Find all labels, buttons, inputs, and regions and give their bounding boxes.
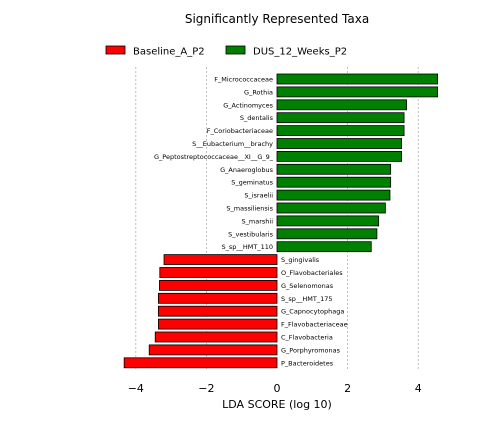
bar-f-coriobacteriaceae — [276, 125, 405, 136]
bar-label: S_massiliensis — [226, 205, 273, 213]
bar-label: S_israelii — [244, 192, 273, 200]
bar-label: S_sp__HMT_175 — [281, 295, 333, 303]
legend: Baseline_A_P2 DUS_12_Weeks_P2 — [105, 45, 347, 58]
bar-label: G_Selenomonas — [281, 282, 334, 290]
bar-s-dentalis — [276, 112, 405, 124]
legend-swatch-baseline — [105, 45, 126, 55]
bar-c-flavobacteria — [154, 331, 278, 343]
bar-label: S__Eubacterium__brachy — [192, 140, 273, 148]
bar-g-rothia — [276, 86, 439, 98]
bar-g-actinomyces — [276, 99, 407, 111]
bar-f-micrococcaceae — [276, 73, 439, 85]
x-axis-label: LDA SCORE (log 10) — [222, 398, 332, 411]
bar-p-bacteroidetes — [123, 357, 278, 369]
bar-label: F_Coriobacteriaceae — [207, 127, 273, 135]
bar-label: S_dentalis — [240, 114, 274, 122]
x-tick-label: −4 — [128, 382, 144, 395]
chart-title: Significantly Represented Taxa — [185, 12, 369, 26]
bar-label: G_Peptostreptococcaceae__XI__G_9_ — [154, 153, 274, 161]
bar-f-flavobacteriaceae — [157, 318, 278, 330]
bar-label: S_geminatus — [231, 179, 273, 187]
legend-label-baseline: Baseline_A_P2 — [133, 47, 205, 58]
bars — [123, 73, 439, 369]
bar-label: G_Porphyromonas — [281, 346, 341, 354]
bar-g-anaeroglobus — [276, 163, 392, 175]
bar-g-peptostreptococcaceae-xi-g-9 — [276, 150, 403, 162]
bar-g-selenomonas — [159, 279, 278, 291]
legend-label-dus: DUS_12_Weeks_P2 — [253, 47, 347, 58]
bar-label: O_Flavobacteriales — [281, 269, 343, 277]
bar-g-porphyromonas — [148, 344, 278, 356]
bar-s-massiliensis — [276, 202, 386, 214]
bar-label: P_Bacteroidetes — [281, 359, 334, 367]
bar-o-flavobacteriales — [159, 267, 278, 278]
x-tick-label: −2 — [198, 382, 214, 395]
bar-label: C_Flavobacteria — [281, 334, 333, 342]
bar-label: S_gingivalis — [281, 256, 320, 264]
bar-s-gingivalis — [163, 254, 278, 266]
x-tick-label: 0 — [274, 382, 281, 395]
bar-g-capnocytophaga — [157, 305, 278, 317]
bar-label: G_Rothia — [244, 88, 273, 96]
bar-label: S_vestibularis — [228, 230, 273, 238]
bar-s-geminatus — [276, 176, 392, 188]
bar-s-vestibularis — [276, 228, 378, 240]
bar-label: S_marshii — [242, 217, 274, 225]
bar-label: S_sp__HMT_110 — [221, 243, 273, 251]
x-axis-ticks: −4 −2 0 2 4 — [128, 382, 422, 395]
bar-s-israelii — [276, 189, 391, 201]
bar-label: G_Capnocytophaga — [281, 308, 344, 316]
bar-label: G_Anaeroglobus — [220, 166, 273, 174]
bar-s-marshii — [276, 215, 380, 227]
bar-labels: F_Micrococcaceae G_Rothia G_Actinomyces S_d… — [154, 76, 348, 368]
x-tick-label: 2 — [344, 382, 351, 395]
bar-s-sp-hmt-110 — [276, 241, 372, 253]
bar-label: F_Flavobacteriaceae — [281, 321, 348, 329]
bar-label: F_Micrococcaceae — [214, 76, 273, 84]
bar-s-sp-hmt-175 — [157, 292, 278, 304]
x-tick-label: 4 — [415, 382, 422, 395]
bar-label: G_Actinomyces — [223, 101, 273, 109]
bar-s-eubacterium-brachy — [276, 138, 403, 149]
legend-swatch-dus — [225, 45, 246, 55]
